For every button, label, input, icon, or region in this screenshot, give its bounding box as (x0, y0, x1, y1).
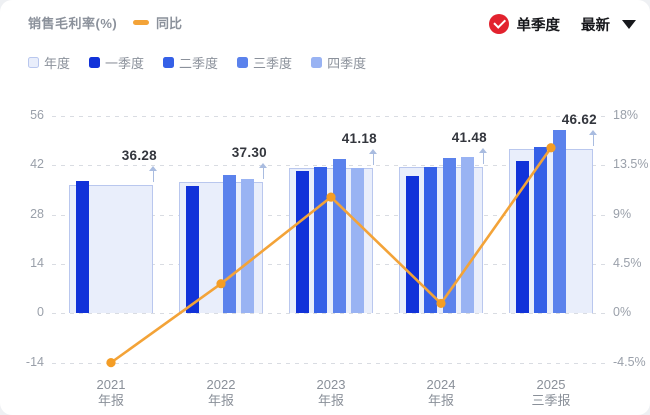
value-marker-arrow (478, 148, 488, 165)
bar-value-label: 41.18 (341, 131, 377, 147)
right-axis-tick: 9% (613, 206, 632, 221)
quarter-bar-2024-q3 (442, 157, 456, 314)
x-category-label-2023: 2023 年报 (316, 377, 346, 408)
quarter-bar-2023-q4 (351, 168, 365, 314)
value-marker-arrow (258, 162, 268, 180)
legend-item-q4[interactable]: 四季度 (311, 53, 366, 72)
quarter-bar-2023-q3 (332, 159, 346, 314)
right-axis-tick: 13.5% (613, 157, 649, 172)
quarter-bar-2023-q2 (314, 166, 328, 314)
bar-value-label: 36.28 (121, 148, 157, 164)
legend-item-q1[interactable]: 一季度 (89, 53, 144, 72)
left-axis-tick: 14 (30, 255, 44, 270)
legend-label-annual: 年度 (44, 56, 71, 71)
value-marker-arrow (148, 166, 158, 183)
q3-swatch-icon (237, 57, 249, 68)
quarter-bar-2025-q1 (515, 161, 529, 314)
legend-label-q3: 三季度 (253, 56, 293, 71)
yoy-legend-label: 同比 (156, 16, 183, 31)
yoy-line-swatch-icon (133, 20, 149, 25)
chart-title: 销售毛利率(%) (28, 16, 118, 31)
legend-item-q3[interactable]: 三季度 (237, 53, 292, 72)
quarter-bar-2022-q1 (185, 185, 199, 314)
value-marker-arrow (588, 130, 598, 147)
left-axis-tick: 42 (30, 157, 44, 172)
legend-label-q1: 一季度 (105, 56, 145, 71)
x-category-label-2025: 2025 三季报 (531, 377, 571, 408)
quarter-bar-2022-q4 (241, 179, 255, 314)
left-axis-tick: 56 (30, 107, 44, 122)
right-axis-tick: 0% (613, 305, 632, 320)
right-axis-tick: 18% (613, 107, 639, 122)
annual-swatch-icon (28, 57, 39, 68)
quarter-bar-2024-q2 (424, 167, 438, 314)
quarter-bar-2024-q4 (461, 157, 475, 314)
x-category-label-2024: 2024 年报 (426, 377, 456, 408)
single-quarter-toggle[interactable]: 单季度 (516, 17, 561, 34)
q1-swatch-icon (89, 57, 101, 68)
legend-item-q2[interactable]: 二季度 (163, 53, 218, 72)
q2-swatch-icon (163, 57, 175, 68)
gridline--14 (52, 362, 606, 364)
right-axis-tick: -4.5% (613, 354, 646, 369)
gridline-56 (52, 115, 606, 117)
legend-item-annual[interactable]: 年度 (28, 53, 70, 72)
bar-legend: 年度 一季度 二季度 三季度 四季度 (28, 53, 366, 72)
bar-value-label: 46.62 (561, 112, 597, 128)
bar-value-label: 37.30 (231, 144, 267, 160)
value-marker-arrow (368, 149, 378, 166)
x-category-label-2021: 2021 年报 (96, 377, 126, 408)
quarter-bar-2025-q3 (552, 130, 566, 314)
quarter-bar-2021-q1 (75, 181, 89, 314)
header-controls: 单季度 最新 (488, 12, 636, 36)
right-axis-tick: 4.5% (613, 255, 642, 270)
bar-value-label: 41.48 (451, 130, 487, 146)
quarter-bar-2022-q3 (222, 175, 236, 314)
q4-swatch-icon (311, 57, 323, 68)
gridline-0 (52, 313, 606, 315)
left-axis-tick: -14 (25, 354, 44, 369)
check-circle-icon[interactable] (488, 14, 509, 34)
left-axis-tick: 28 (30, 206, 44, 221)
x-category-label-2022: 2022 年报 (206, 377, 236, 408)
legend-label-q2: 二季度 (179, 56, 219, 71)
quarter-bar-2023-q1 (295, 170, 309, 314)
dropdown-caret-icon[interactable] (622, 19, 636, 29)
quarter-bar-2024-q1 (405, 176, 419, 314)
quarter-bar-2025-q2 (534, 147, 548, 314)
legend-label-q4: 四季度 (327, 56, 367, 71)
latest-dropdown-label[interactable]: 最新 (581, 17, 610, 34)
left-axis-tick: 0 (37, 305, 44, 320)
